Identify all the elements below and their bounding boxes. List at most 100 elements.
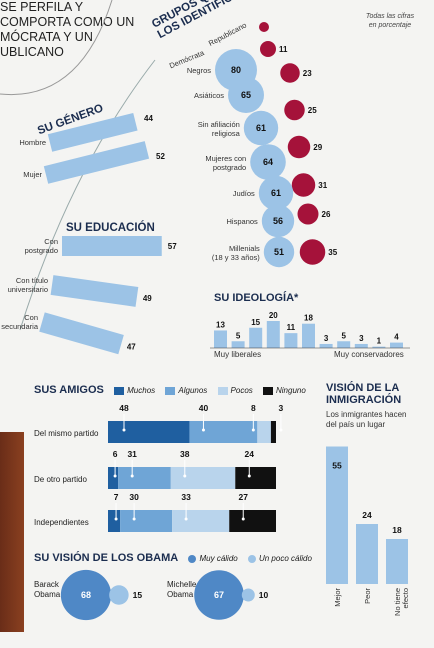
ideologia-value: 5: [341, 331, 346, 340]
amigos-value: 24: [245, 449, 255, 459]
ideologia-value: 18: [304, 314, 313, 323]
edu-bar: [50, 275, 139, 307]
intro-line: COMPORTA COMO UN: [0, 15, 135, 29]
rep-bubble: [280, 63, 300, 83]
legend-un-poco: Un poco cálido: [258, 554, 312, 563]
intro-line: MÓCRATA Y UN: [0, 30, 93, 44]
inmigracion-value: 55: [332, 461, 342, 471]
subtitle-line: Los inmigrantes hacen: [326, 410, 407, 419]
amigos-value: 30: [129, 492, 139, 502]
amigos-segment: [270, 421, 276, 443]
rep-value: 29: [313, 143, 322, 152]
amigos-tick-dot: [114, 517, 118, 521]
amigos-segment: [189, 421, 258, 443]
ideologia-value: 11: [287, 323, 296, 332]
rep-bubble: [284, 99, 305, 121]
dem-value: 51: [274, 247, 284, 257]
amigos-segment: [120, 510, 173, 532]
muy-calido-value: 68: [81, 590, 91, 600]
inmigracion-value: 24: [362, 510, 372, 520]
amigos-tick-dot: [184, 517, 188, 521]
rep-bubble: [259, 22, 269, 32]
edu-label: postgrado: [25, 246, 58, 255]
edu-bar-group: [39, 312, 124, 355]
footnote: Todas las cifras en porcentaje: [350, 12, 430, 30]
amigos-segment: [257, 421, 271, 443]
genero-value: 52: [156, 152, 165, 161]
ideologia-left-label: Muy liberales: [214, 350, 262, 359]
group-label: Negros: [187, 66, 211, 75]
group-label: postgrado: [213, 163, 246, 172]
genero-bar-group: [47, 112, 138, 152]
amigos-value: 27: [239, 492, 249, 502]
edu-label: universitario: [8, 285, 48, 294]
rep-value: 11: [279, 45, 288, 54]
group-label: Hispanos: [227, 217, 259, 226]
rep-value: 26: [322, 210, 331, 219]
genero-label: Hombre: [19, 138, 46, 147]
genero-bar: [47, 112, 138, 152]
ideologia-bar: [214, 330, 227, 348]
edu-value: 49: [143, 294, 152, 303]
ideologia-value: 3: [324, 334, 329, 343]
amigos-tick-dot: [241, 517, 245, 521]
inmigracion-chart: 55 Mejor 24 Peor 18 No tiene efecto: [326, 446, 410, 616]
ideologia-bar: [284, 333, 298, 348]
amigos-value: 40: [199, 403, 209, 413]
legend-swatch-ninguno: [263, 386, 273, 395]
amigos-title: SUS AMIGOS: [34, 384, 104, 396]
group-label: Millenials: [229, 244, 260, 253]
edu-label: Con título: [16, 276, 48, 285]
amigos-value: 31: [127, 449, 137, 459]
edu-bar: [39, 312, 124, 355]
grupos-chart: 11 80 Negros 23 65 Asiáticos 25 61 Sin afiliació…: [187, 22, 338, 268]
group-label: (18 y 33 años): [212, 253, 260, 262]
muy-calido-bubble: [194, 570, 244, 620]
amigos-value: 3: [279, 403, 284, 413]
intro-text: SE PERFILA Y COMPORTA COMO UN MÓCRATA Y …: [0, 0, 134, 60]
edu-label: Con: [44, 237, 58, 246]
amigos-value: 38: [180, 449, 190, 459]
amigos-segment: [108, 421, 190, 443]
genero-value: 44: [144, 114, 153, 123]
muy-calido-value: 67: [214, 590, 224, 600]
group-label: Judíos: [233, 189, 255, 198]
inmigracion-label: Mejor: [333, 588, 342, 607]
dem-bubble: [258, 175, 294, 211]
inmigracion-label: Peor: [363, 587, 372, 603]
ideologia-bar: [390, 342, 403, 348]
inmigracion-label: No tiene: [393, 588, 402, 616]
amigos-value: 7: [114, 492, 119, 502]
intro-line: UBLICANO: [0, 45, 64, 59]
group-label: religiosa: [212, 129, 241, 138]
amigos-segment: [108, 510, 121, 532]
group-label: Sin afiliación: [198, 120, 240, 129]
amigos-value: 6: [113, 449, 118, 459]
legend-algunos: Algunos: [178, 386, 208, 395]
subtitle-line: del país un lugar: [326, 420, 386, 429]
obama-name: Obama: [34, 590, 61, 599]
amigos-value: 33: [181, 492, 191, 502]
edu-label: Con: [24, 313, 38, 322]
legend-ninguno: Ninguno: [276, 386, 306, 395]
dem-value: 56: [273, 216, 283, 226]
ideologia-title: SU IDEOLOGÍA*: [214, 292, 299, 304]
ideologia-bar: [372, 346, 386, 348]
legend-muchos: Muchos: [127, 386, 156, 395]
amigos-segment: [229, 510, 276, 532]
amigos-category: De otro partido: [34, 475, 87, 484]
group-label: Asiáticos: [194, 91, 224, 100]
legend-pocos: Pocos: [230, 386, 253, 395]
edu-value: 47: [127, 342, 136, 351]
amigos-value: 48: [119, 403, 129, 413]
amigos-segment: [170, 467, 236, 489]
edu-bar-group: [62, 236, 162, 256]
ideologia-value: 20: [269, 311, 278, 320]
ideologia-value: 4: [394, 333, 399, 342]
ideologia-right-label: Muy conservadores: [334, 350, 404, 359]
inmigracion-bar: [356, 524, 378, 584]
ideologia-value: 15: [251, 318, 260, 327]
